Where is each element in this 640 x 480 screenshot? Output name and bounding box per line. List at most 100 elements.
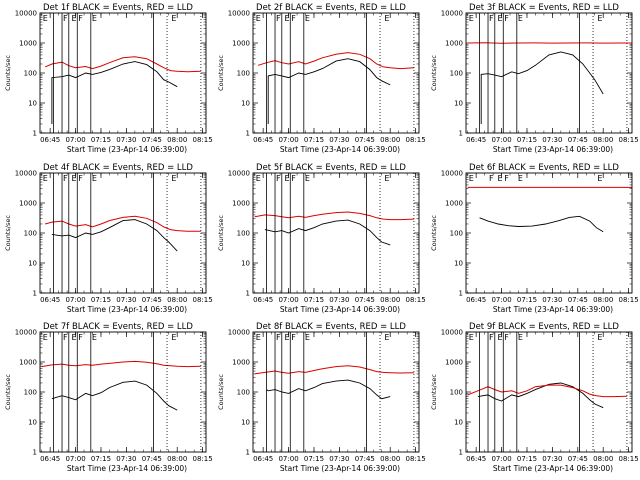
x-tick-label: 08:00 [593,296,613,304]
x-tick-label: 07:15 [517,136,537,144]
event-marker-label: F [291,14,296,23]
x-tick-label: 07:00 [65,296,85,304]
event-marker-label: F [276,333,281,342]
x-tick-label: 07:30 [542,455,562,463]
event-marker-label: E [43,333,48,342]
plot-frame [465,12,633,134]
x-tick-label: 07:45 [142,296,162,304]
y-tick-label: 1000 [19,359,37,367]
event-marker-label: E [384,174,389,183]
x-tick-label: 07:15 [517,455,537,463]
y-axis-label: Counts/sec [430,374,438,410]
event-marker-label: E [518,14,523,23]
event-marker-label: E [384,333,389,342]
y-tick-label: 10000 [15,329,37,337]
x-tick-label: 06:45 [40,455,60,463]
y-tick-label: 1000 [19,200,37,208]
y-tick-label: 1 [246,290,250,298]
x-axis-label: Start Time (23-Apr-14 06:39:00) [280,464,400,473]
panel-title: Det 4f BLACK = Events, RED = LLD [43,163,193,173]
event-marker-label: E [43,14,48,23]
event-marker-label: E [597,14,602,23]
event-marker-label: F [78,174,83,183]
x-tick-label: 08:00 [380,455,400,463]
event-marker-label: F [63,333,68,342]
event-marker-label: E [171,333,176,342]
panel-det-6: Det 6f BLACK = Events, RED = LLD Counts/s… [430,163,639,314]
y-tick-label: 10 [454,100,463,108]
event-marker-label: E [384,14,389,23]
panel-title: Det 3f BLACK = Events, RED = LLD [469,3,619,13]
x-tick-label: 08:00 [593,455,613,463]
y-tick-label: 10000 [228,170,250,178]
series-line-lld [467,42,632,44]
x-tick-label: 08:15 [193,455,213,463]
x-tick-label: 08:00 [167,136,187,144]
series-line-events [264,219,391,246]
y-axis-label: Counts/sec [4,55,12,91]
event-marker-label: E [92,333,97,342]
x-tick-label: 08:00 [167,296,187,304]
x-tick-label: 07:00 [278,136,298,144]
x-axis-label: Start Time (23-Apr-14 06:39:00) [67,305,187,314]
x-tick-label: 07:45 [568,455,588,463]
x-tick-label: 07:15 [304,136,324,144]
y-tick-label: 100 [237,230,250,238]
event-marker-label: E [305,14,310,23]
y-tick-label: 10000 [441,10,463,18]
event-marker-label: E [92,14,97,23]
panel-det-1: Det 1f BLACK = Events, RED = LLD Counts/s… [4,3,213,154]
x-tick-label: 06:45 [253,296,273,304]
y-tick-label: 10000 [228,10,250,18]
event-marker-label: F [291,333,296,342]
y-axis-label: Counts/sec [4,215,12,251]
y-tick-label: 10000 [15,10,37,18]
plot-frame [252,331,420,453]
y-tick-label: 10 [28,100,37,108]
event-marker-label: E [305,174,310,183]
x-tick-label: 07:45 [355,136,375,144]
event-marker-label: F [63,14,68,23]
x-tick-label: 06:45 [40,136,60,144]
series-line-lld [44,56,201,73]
x-tick-label: 07:30 [116,296,136,304]
event-marker-label: E [256,14,261,23]
event-marker-label: F [78,14,83,23]
series-line-events [480,51,604,124]
event-marker-label: F [504,333,509,342]
event-marker-label: E [284,333,289,342]
y-tick-label: 100 [24,389,37,397]
y-tick-label: 1000 [232,200,250,208]
event-marker-label: E [469,14,474,23]
x-tick-label: 06:45 [253,136,273,144]
event-marker-label: E [497,14,502,23]
y-tick-label: 100 [450,230,463,238]
y-tick-label: 10 [454,260,463,268]
y-axis-label: Counts/sec [217,55,225,91]
x-tick-label: 07:00 [491,296,511,304]
event-marker-label: E [597,333,602,342]
x-tick-label: 08:15 [406,136,426,144]
series-line-lld [257,52,414,70]
x-axis-label: Start Time (23-Apr-14 06:39:00) [493,145,613,154]
x-tick-label: 07:30 [542,296,562,304]
x-axis-label: Start Time (23-Apr-14 06:39:00) [280,305,400,314]
x-tick-label: 07:15 [304,455,324,463]
x-tick-label: 08:00 [380,296,400,304]
x-tick-label: 07:15 [304,296,324,304]
event-marker-label: F [489,174,494,183]
x-tick-label: 08:00 [593,136,613,144]
x-tick-label: 07:30 [116,136,136,144]
y-tick-label: 10 [454,419,463,427]
x-tick-label: 07:00 [491,136,511,144]
x-tick-label: 08:00 [380,136,400,144]
x-axis-label: Start Time (23-Apr-14 06:39:00) [67,464,187,473]
x-tick-label: 07:30 [329,136,349,144]
panel-det-7: Det 7f BLACK = Events, RED = LLD Counts/s… [4,322,213,473]
event-marker-label: F [504,174,509,183]
x-tick-label: 07:00 [491,455,511,463]
x-tick-label: 06:45 [253,455,273,463]
panel-title: Det 5f BLACK = Events, RED = LLD [256,163,406,173]
panel-title: Det 2f BLACK = Events, RED = LLD [256,3,406,13]
x-tick-label: 06:45 [40,296,60,304]
